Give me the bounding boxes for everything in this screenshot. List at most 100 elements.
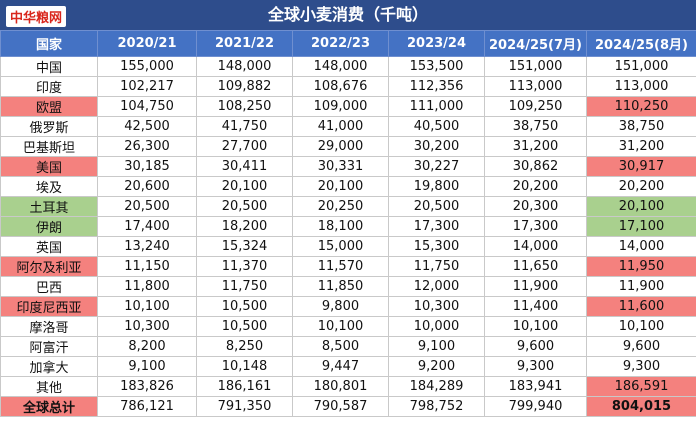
table-row: 土耳其 20,500 20,500 20,250 20,500 20,300 20,100 [0,196,696,217]
value-cell: 186,161 [196,376,293,397]
value-cell: 20,500 [97,196,197,217]
value-cell: 151,000 [484,56,587,77]
value-cell: 155,000 [97,56,197,77]
value-cell: 19,800 [388,176,485,197]
value-cell: 30,200 [388,136,485,157]
table-row: 欧盟 104,750 108,250 109,000 111,000 109,250 110… [0,96,696,117]
value-cell: 113,000 [586,76,696,97]
value-cell: 15,300 [388,236,485,257]
table-row: 俄罗斯 42,500 41,750 41,000 40,500 38,750 38,750 [0,116,696,137]
table-row: 巴西 11,800 11,750 11,850 12,000 11,900 11,900 [0,276,696,297]
value-cell: 17,400 [97,216,197,237]
country-cell: 中国 [0,56,98,77]
value-cell: 183,941 [484,376,587,397]
column-header: 国家 [0,30,98,57]
value-cell: 15,324 [196,236,293,257]
header-row: 国家 2020/21 2021/22 2022/23 2023/24 2024/25(7月… [0,30,696,57]
value-cell: 10,500 [196,296,293,317]
country-cell: 伊朗 [0,216,98,237]
country-cell: 全球总计 [0,396,98,417]
country-cell: 加拿大 [0,356,98,377]
value-cell: 30,331 [292,156,389,177]
value-cell: 111,000 [388,96,485,117]
value-cell: 41,000 [292,116,389,137]
value-cell: 180,801 [292,376,389,397]
value-cell: 110,250 [586,96,696,117]
value-cell: 790,587 [292,396,389,417]
value-cell: 30,185 [97,156,197,177]
value-cell: 804,015 [586,396,696,417]
value-cell: 30,411 [196,156,293,177]
value-cell: 112,356 [388,76,485,97]
value-cell: 109,250 [484,96,587,117]
value-cell: 183,826 [97,376,197,397]
value-cell: 10,100 [292,316,389,337]
value-cell: 20,100 [292,176,389,197]
value-cell: 108,250 [196,96,293,117]
value-cell: 18,100 [292,216,389,237]
value-cell: 12,000 [388,276,485,297]
value-cell: 10,148 [196,356,293,377]
table-row: 摩洛哥 10,300 10,500 10,100 10,000 10,100 10,100 [0,316,696,337]
value-cell: 38,750 [484,116,587,137]
country-cell: 俄罗斯 [0,116,98,137]
value-cell: 102,217 [97,76,197,97]
country-cell: 巴西 [0,276,98,297]
table-row: 埃及 20,600 20,100 20,100 19,800 20,200 20,200 [0,176,696,197]
title: 全球小麦消费（千吨） [267,5,428,24]
country-cell: 其他 [0,376,98,397]
value-cell: 798,752 [388,396,485,417]
value-cell: 11,150 [97,256,197,277]
column-header: 2022/23 [292,30,389,57]
value-cell: 148,000 [292,56,389,77]
table-row: 伊朗 17,400 18,200 18,100 17,300 17,300 17,100 [0,216,696,237]
value-cell: 9,100 [97,356,197,377]
value-cell: 30,862 [484,156,587,177]
value-cell: 26,300 [97,136,197,157]
value-cell: 9,300 [586,356,696,377]
table-row: 中国 155,000 148,000 148,000 153,500 151,000 151… [0,56,696,77]
country-cell: 土耳其 [0,196,98,217]
value-cell: 11,600 [586,296,696,317]
value-cell: 15,000 [292,236,389,257]
data-table: 国家 2020/21 2021/22 2022/23 2023/24 2024/25(7月… [0,30,696,417]
value-cell: 40,500 [388,116,485,137]
value-cell: 104,750 [97,96,197,117]
value-cell: 11,750 [388,256,485,277]
table-row: 印度尼西亚 10,100 10,500 9,800 10,300 11,400 11,600 [0,296,696,317]
value-cell: 799,940 [484,396,587,417]
value-cell: 11,850 [292,276,389,297]
country-cell: 摩洛哥 [0,316,98,337]
value-cell: 20,500 [196,196,293,217]
value-cell: 17,300 [388,216,485,237]
country-cell: 埃及 [0,176,98,197]
value-cell: 9,200 [388,356,485,377]
value-cell: 108,676 [292,76,389,97]
value-cell: 20,300 [484,196,587,217]
value-cell: 9,300 [484,356,587,377]
table-row: 巴基斯坦 26,300 27,700 29,000 30,200 31,200 31,200 [0,136,696,157]
value-cell: 9,100 [388,336,485,357]
value-cell: 8,200 [97,336,197,357]
value-cell: 186,591 [586,376,696,397]
value-cell: 10,100 [586,316,696,337]
value-cell: 9,800 [292,296,389,317]
value-cell: 9,600 [484,336,587,357]
value-cell: 20,100 [196,176,293,197]
country-cell: 印度 [0,76,98,97]
value-cell: 20,250 [292,196,389,217]
value-cell: 11,900 [484,276,587,297]
value-cell: 10,500 [196,316,293,337]
value-cell: 20,200 [586,176,696,197]
value-cell: 17,100 [586,216,696,237]
table-row: 其他 183,826 186,161 180,801 184,289 183,941 186… [0,376,696,397]
value-cell: 18,200 [196,216,293,237]
table-row: 全球总计 786,121 791,350 790,587 798,752 799,940 8… [0,396,696,417]
value-cell: 10,100 [484,316,587,337]
value-cell: 11,370 [196,256,293,277]
country-cell: 阿富汗 [0,336,98,357]
country-cell: 阿尔及利亚 [0,256,98,277]
column-header: 2023/24 [388,30,485,57]
column-header: 2021/22 [196,30,293,57]
value-cell: 10,000 [388,316,485,337]
